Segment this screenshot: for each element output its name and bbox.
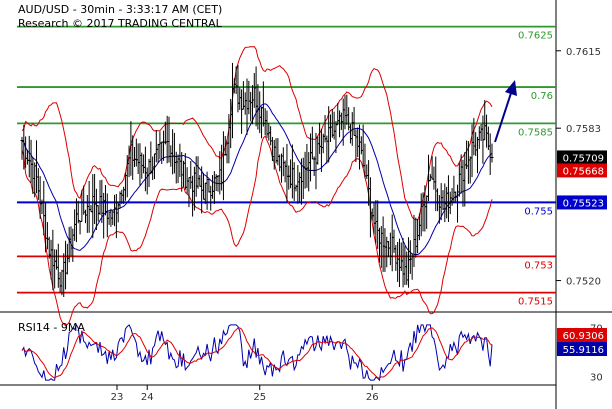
price-tick-label: 0.7583 <box>566 124 601 135</box>
rsi-tag-label: 60.9306 <box>563 331 604 342</box>
level-label-5: 0.7515 <box>518 297 553 308</box>
main-panel <box>0 0 612 313</box>
price-tag: 0.75523 <box>557 195 607 210</box>
rsi-line <box>21 323 493 382</box>
forecast-arrow-shaft <box>494 89 513 143</box>
rsi-tag-label: 55.9116 <box>563 345 604 356</box>
price-tick-label: 0.7615 <box>566 47 601 58</box>
price-tag-label: 0.75709 <box>563 153 604 164</box>
axis-layer: 0.7615 0.7583 0.7520 23 24 25 26 0.75709 0.75668… <box>111 47 607 403</box>
time-tick-label: 24 <box>141 392 154 403</box>
price-bars-layer <box>20 62 494 298</box>
chart-subtitle: Research © 2017 TRADING CENTRAL <box>18 17 223 30</box>
level-label-4: 0.753 <box>524 260 553 271</box>
rsi-tag-box <box>557 342 607 356</box>
rsi-label: RSI14 - 9MA <box>18 321 85 334</box>
rsi-tag: 55.9116 <box>557 342 607 356</box>
level-label-2: 0.7585 <box>518 127 553 138</box>
rsi-ma-line <box>21 327 493 379</box>
price-tag-box <box>557 195 607 210</box>
time-tick-label: 26 <box>366 392 379 403</box>
rsi-tick-label: 30 <box>590 372 603 383</box>
forecast-arrow-layer <box>494 80 517 143</box>
chart-title: AUD/USD - 30min - 3:33:17 AM (CET) <box>18 3 222 16</box>
price-tag-label: 0.75523 <box>563 198 604 209</box>
price-tag: 0.75709 <box>557 150 607 165</box>
level-label-3: 0.755 <box>524 206 553 217</box>
rsi-tag-box <box>557 328 607 342</box>
forecast-arrow-head <box>505 80 517 96</box>
rsi-tag: 60.9306 <box>557 328 607 342</box>
time-tick-label: 23 <box>111 392 124 403</box>
price-tag-label: 0.75668 <box>563 166 604 177</box>
level-label-1: 0.76 <box>531 91 553 102</box>
levels-layer: 0.7625 0.76 0.7585 0.755 0.753 0.7515 <box>17 25 556 308</box>
price-tag-box <box>557 163 607 178</box>
time-tick-label: 25 <box>253 392 266 403</box>
price-bar <box>490 143 494 163</box>
price-tag-box <box>557 150 607 165</box>
price-tag: 0.75668 <box>557 163 607 178</box>
price-tick-label: 0.7520 <box>566 277 601 288</box>
bollinger-lower <box>21 135 493 327</box>
level-label-0: 0.7625 <box>518 31 553 42</box>
